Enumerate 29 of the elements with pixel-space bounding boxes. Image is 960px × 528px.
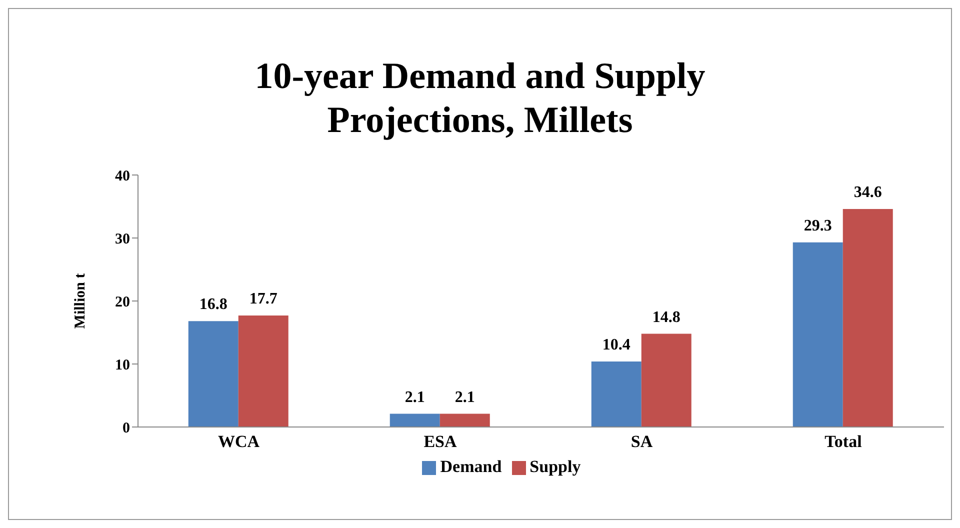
- bar: [238, 315, 288, 427]
- x-tick-label: WCA: [218, 432, 260, 452]
- legend-label: Supply: [530, 457, 581, 476]
- x-tick-label: Total: [824, 432, 862, 452]
- data-label: 34.6: [854, 184, 882, 202]
- bar: [792, 242, 843, 427]
- legend-label: Demand: [440, 457, 502, 476]
- y-tick-label: 20: [115, 294, 130, 310]
- y-tick-label: 40: [115, 168, 130, 184]
- y-tick-label: 0: [122, 420, 130, 436]
- bar: [591, 361, 642, 427]
- y-tick-label: 10: [115, 357, 130, 374]
- data-label: 14.8: [652, 308, 680, 326]
- data-label: 17.7: [249, 290, 278, 308]
- chart-title: 10-year Demand and Supply Projections, Millets: [254, 54, 706, 143]
- bar: [641, 334, 692, 427]
- data-label: 29.3: [804, 217, 832, 234]
- data-label: 10.4: [602, 336, 630, 354]
- bar: [188, 321, 238, 427]
- data-label: 2.1: [454, 388, 475, 406]
- x-tick-label: ESA: [424, 432, 458, 452]
- data-label: 2.1: [404, 388, 425, 406]
- y-axis-title: Million t: [72, 273, 88, 329]
- bar: [390, 414, 440, 427]
- y-tick-label: 30: [115, 231, 130, 248]
- data-label: 16.8: [199, 296, 228, 314]
- bar: [842, 209, 893, 427]
- x-tick-label: SA: [630, 432, 654, 452]
- bar: [440, 414, 490, 427]
